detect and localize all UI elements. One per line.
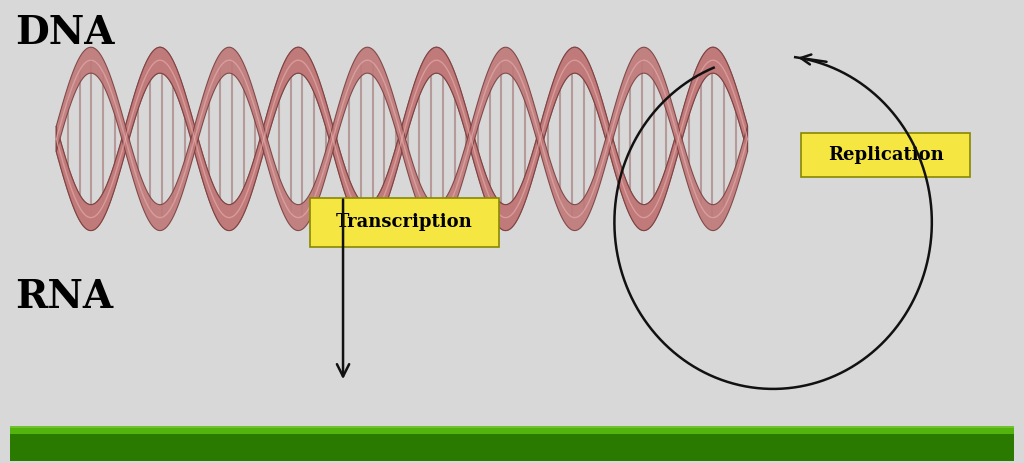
Text: RNA: RNA [15, 278, 114, 316]
FancyBboxPatch shape [10, 426, 1014, 434]
Polygon shape [56, 47, 748, 231]
FancyBboxPatch shape [801, 133, 971, 177]
Text: DNA: DNA [15, 14, 115, 52]
Polygon shape [56, 47, 748, 231]
FancyBboxPatch shape [10, 428, 1014, 461]
FancyBboxPatch shape [309, 198, 500, 246]
Text: Transcription: Transcription [336, 213, 473, 231]
Text: Replication: Replication [827, 146, 944, 164]
Polygon shape [56, 47, 748, 231]
